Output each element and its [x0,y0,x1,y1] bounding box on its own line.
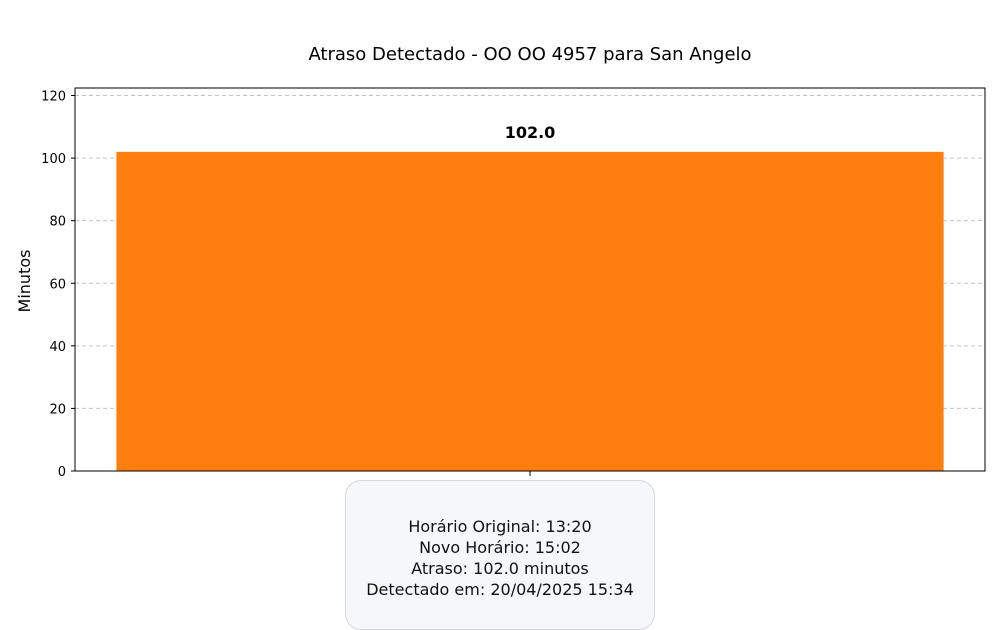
y-tick-label: 80 [49,215,66,230]
new-time-text: Novo Horário: 15:02 [419,538,581,557]
y-tick-label: 40 [49,340,66,355]
axis-ticks: 0 20 40 60 80 100 120 [41,90,531,480]
chart-title: Atraso Detectado - OO OO 4957 para San A… [308,44,751,65]
delay-bar-chart: Atraso Detectado - OO OO 4957 para San A… [15,44,986,480]
bar [116,151,944,472]
delay-text: Atraso: 102.0 minutos [411,559,589,578]
bar-value-labels: 102.0 [505,123,556,142]
y-tick-label: 60 [49,277,66,292]
y-axis-label: Minutos [15,250,34,313]
y-tick-label: 0 [58,465,66,480]
y-tick-label: 120 [41,90,66,105]
detected-at-text: Detectado em: 20/04/2025 15:34 [366,580,634,599]
y-tick-label: 100 [41,152,66,167]
bar-value-label: 102.0 [505,123,556,142]
bars [116,151,944,472]
delay-info-box: Horário Original: 13:20 Novo Horário: 15… [345,480,655,630]
original-time-text: Horário Original: 13:20 [408,517,592,536]
y-tick-label: 20 [49,402,66,417]
